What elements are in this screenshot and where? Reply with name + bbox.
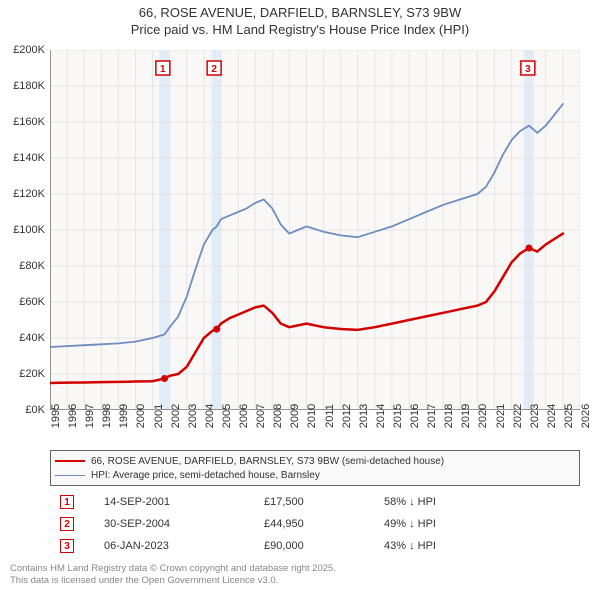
legend-swatch bbox=[55, 475, 85, 476]
chart-svg: 1 2 3 bbox=[50, 50, 580, 410]
legend-swatch bbox=[55, 460, 85, 462]
marker-date: 30-SEP-2004 bbox=[104, 518, 264, 530]
marker-badge: 1 bbox=[60, 495, 74, 509]
legend-item: 66, ROSE AVENUE, DARFIELD, BARNSLEY, S73… bbox=[55, 454, 575, 468]
legend-item: HPI: Average price, semi-detached house,… bbox=[55, 468, 575, 482]
x-tick-label: 2022 bbox=[512, 404, 524, 428]
svg-text:3: 3 bbox=[525, 64, 531, 75]
x-tick-label: 2002 bbox=[170, 404, 182, 428]
x-tick-label: 2026 bbox=[580, 404, 592, 428]
y-tick-label: £40K bbox=[0, 332, 45, 344]
title-line-2: Price paid vs. HM Land Registry's House … bbox=[0, 22, 600, 39]
marker-pct: 43% ↓ HPI bbox=[384, 540, 504, 552]
x-tick-label: 2017 bbox=[426, 404, 438, 428]
y-tick-label: £100K bbox=[0, 224, 45, 236]
marker-pct: 49% ↓ HPI bbox=[384, 518, 504, 530]
x-tick-label: 2013 bbox=[358, 404, 370, 428]
y-tick-label: £120K bbox=[0, 188, 45, 200]
marker-row: 3 06-JAN-2023£90,00043% ↓ HPI bbox=[50, 536, 580, 556]
x-tick-label: 2016 bbox=[409, 404, 421, 428]
legend: 66, ROSE AVENUE, DARFIELD, BARNSLEY, S73… bbox=[50, 450, 580, 486]
chart-frame: 66, ROSE AVENUE, DARFIELD, BARNSLEY, S73… bbox=[0, 0, 600, 590]
legend-label: HPI: Average price, semi-detached house,… bbox=[91, 470, 320, 481]
x-tick-label: 2012 bbox=[341, 404, 353, 428]
x-tick-label: 2010 bbox=[306, 404, 318, 428]
x-tick-label: 2003 bbox=[187, 404, 199, 428]
x-tick-label: 2006 bbox=[238, 404, 250, 428]
x-tick-label: 2023 bbox=[529, 404, 541, 428]
y-tick-label: £0K bbox=[0, 404, 45, 416]
x-tick-label: 2008 bbox=[272, 404, 284, 428]
marker-price: £90,000 bbox=[264, 540, 384, 552]
footer-attribution: Contains HM Land Registry data © Crown c… bbox=[10, 563, 336, 586]
x-tick-label: 2019 bbox=[460, 404, 472, 428]
title-line-1: 66, ROSE AVENUE, DARFIELD, BARNSLEY, S73… bbox=[139, 5, 461, 20]
x-tick-label: 2000 bbox=[135, 404, 147, 428]
chart-title: 66, ROSE AVENUE, DARFIELD, BARNSLEY, S73… bbox=[0, 0, 600, 39]
x-tick-label: 1996 bbox=[67, 404, 79, 428]
y-tick-label: £20K bbox=[0, 368, 45, 380]
y-tick-label: £140K bbox=[0, 152, 45, 164]
svg-text:1: 1 bbox=[160, 64, 166, 75]
marker-price: £17,500 bbox=[264, 496, 384, 508]
y-tick-label: £180K bbox=[0, 80, 45, 92]
marker-row: 2 30-SEP-2004£44,95049% ↓ HPI bbox=[50, 514, 580, 534]
x-tick-label: 2021 bbox=[495, 404, 507, 428]
x-tick-label: 1998 bbox=[101, 404, 113, 428]
x-tick-label: 2018 bbox=[443, 404, 455, 428]
y-tick-label: £60K bbox=[0, 296, 45, 308]
svg-text:2: 2 bbox=[211, 64, 217, 75]
x-tick-label: 2007 bbox=[255, 404, 267, 428]
marker-badge: 3 bbox=[60, 539, 74, 553]
marker-badge: 2 bbox=[60, 517, 74, 531]
marker-price: £44,950 bbox=[264, 518, 384, 530]
y-tick-label: £80K bbox=[0, 260, 45, 272]
footer-line-2: This data is licensed under the Open Gov… bbox=[10, 575, 278, 586]
marker-table: 1 14-SEP-2001£17,50058% ↓ HPI 2 30-SEP-2004… bbox=[50, 492, 580, 558]
x-tick-label: 2005 bbox=[221, 404, 233, 428]
x-tick-label: 1997 bbox=[84, 404, 96, 428]
legend-label: 66, ROSE AVENUE, DARFIELD, BARNSLEY, S73… bbox=[91, 456, 444, 467]
x-tick-label: 2009 bbox=[289, 404, 301, 428]
x-tick-label: 2011 bbox=[324, 404, 336, 428]
y-tick-label: £200K bbox=[0, 44, 45, 56]
x-tick-label: 2004 bbox=[204, 404, 216, 428]
marker-date: 14-SEP-2001 bbox=[104, 496, 264, 508]
plot-area: 123 £0K£20K£40K£60K£80K£100K£120K£140K£1… bbox=[50, 50, 580, 410]
x-tick-label: 2001 bbox=[153, 404, 165, 428]
x-tick-label: 2024 bbox=[546, 404, 558, 428]
x-tick-label: 2015 bbox=[392, 404, 404, 428]
x-tick-label: 1995 bbox=[50, 404, 62, 428]
x-tick-label: 2020 bbox=[477, 404, 489, 428]
footer-line-1: Contains HM Land Registry data © Crown c… bbox=[10, 563, 336, 574]
x-tick-label: 2025 bbox=[563, 404, 575, 428]
marker-row: 1 14-SEP-2001£17,50058% ↓ HPI bbox=[50, 492, 580, 512]
y-tick-label: £160K bbox=[0, 116, 45, 128]
x-tick-label: 1999 bbox=[118, 404, 130, 428]
marker-date: 06-JAN-2023 bbox=[104, 540, 264, 552]
x-tick-label: 2014 bbox=[375, 404, 387, 428]
marker-pct: 58% ↓ HPI bbox=[384, 496, 504, 508]
